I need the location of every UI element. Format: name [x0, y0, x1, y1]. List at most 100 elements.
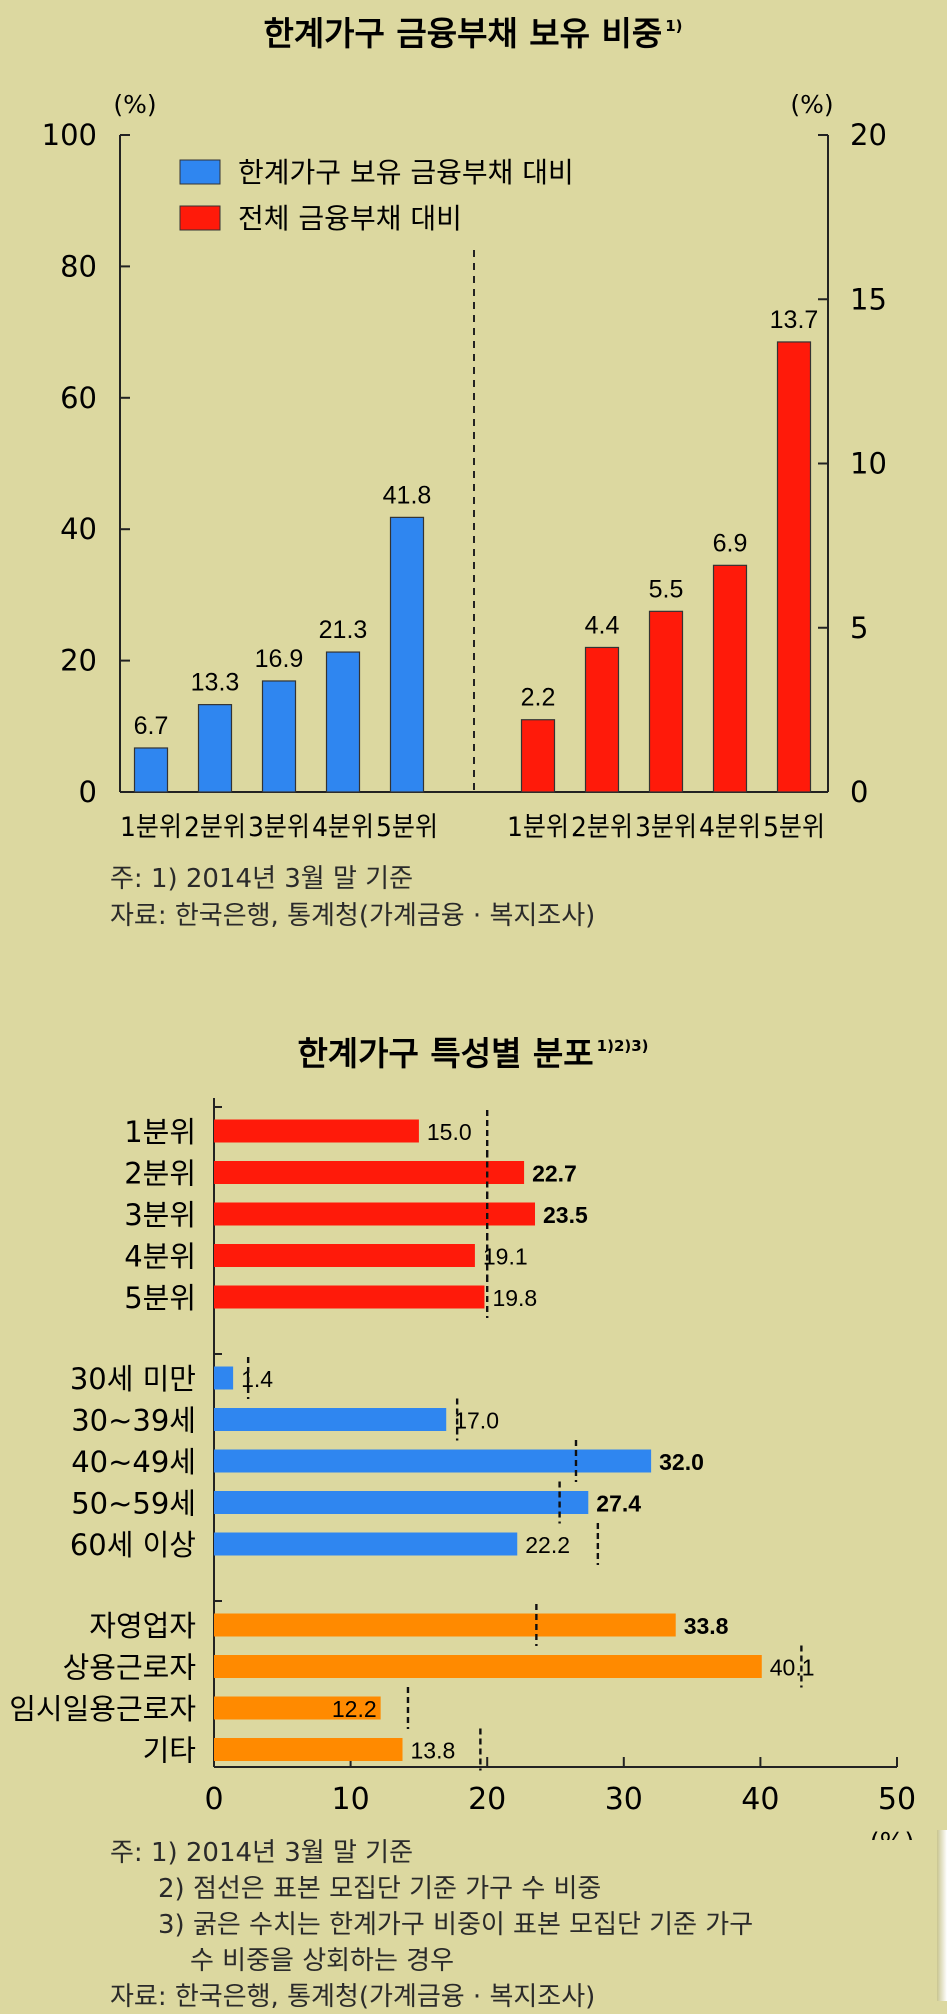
chart2-data-label: 23.5 — [543, 1202, 588, 1228]
chart2-data-label: 33.8 — [684, 1613, 729, 1639]
chart1-bar — [648, 610, 684, 793]
chart1-data-label: 13.3 — [191, 669, 240, 697]
chart1-data-label: 41.8 — [383, 481, 432, 509]
chart1-data-label: 2.2 — [521, 684, 556, 712]
chart1-bar — [584, 646, 620, 793]
chart2-category-label: 40~49세 — [71, 1445, 196, 1479]
chart1-right-tick-label: 15 — [850, 282, 887, 316]
chart1-data-label: 21.3 — [319, 616, 368, 644]
chart1-category-label: 3분위 — [635, 812, 697, 843]
chart2-data-label: 40.1 — [770, 1655, 815, 1681]
chart2-note-4: 수 비중을 상회하는 경우 — [190, 1946, 454, 1976]
chart2-data-label: 13.8 — [411, 1738, 456, 1764]
chart1-data-label: 4.4 — [585, 611, 620, 639]
chart1-left-tick-label: 0 — [79, 775, 97, 809]
chart1-data-label: 16.9 — [255, 645, 304, 673]
chart2-data-label: 22.2 — [525, 1532, 570, 1558]
chart2-data-label: 32.0 — [659, 1449, 704, 1475]
chart1-title-sup: 1) — [665, 17, 682, 35]
chart2-category-label: 30~39세 — [71, 1404, 196, 1438]
chart2-category-label: 3분위 — [124, 1198, 196, 1232]
chart2-bar — [214, 1491, 589, 1514]
chart2-bar — [214, 1449, 652, 1473]
chart2-x-tick-label: 50 — [878, 1782, 916, 1817]
chart1-right-tick-label: 5 — [850, 611, 868, 645]
chart1-bar — [325, 651, 361, 793]
chart2-category-label: 30세 미만 — [70, 1362, 196, 1396]
chart2-note-1: 주: 1) 2014년 3월 말 기준 — [110, 1838, 413, 1868]
chart2-bar — [214, 1366, 234, 1390]
chart2-category-label: 1분위 — [124, 1115, 196, 1149]
chart2-x-unit: (%) — [870, 1828, 915, 1840]
chart1-category-label: 5분위 — [763, 812, 825, 843]
chart2-bar — [214, 1696, 381, 1720]
chart2-category-label: 자영업자 — [89, 1609, 196, 1643]
chart2-title-text: 한계가구 특성별 분포 — [297, 1034, 593, 1073]
chart2-bar — [214, 1119, 419, 1143]
chart1-bar — [197, 704, 233, 793]
chart2-data-label: 27.4 — [596, 1491, 641, 1517]
chart1-data-label: 13.7 — [770, 306, 819, 334]
chart2-title-sup: 1)2)3) — [597, 1037, 649, 1055]
chart-characteristic-distribution: 한계가구 특성별 분포1)2)3) 0 10 20 30 40 50 (%) 1분위 15.0 2분… — [9, 1034, 916, 1840]
chart2-x-tick-label: 40 — [741, 1782, 779, 1817]
chart1-bar — [520, 719, 556, 793]
chart-financial-debt-share: 한계가구 금융부채 보유 비중 1) (%) (%) 0 20 40 60 80 100 0 5 10 1… — [42, 14, 887, 843]
chart2-bar — [214, 1532, 518, 1556]
chart2-x-tick-label: 30 — [605, 1782, 643, 1817]
chart1-bar — [261, 680, 297, 793]
chart1-right-unit: (%) — [790, 90, 833, 119]
chart1-title-text: 한계가구 금융부채 보유 비중 — [263, 14, 662, 53]
chart1-category-label: 2분위 — [184, 812, 246, 843]
chart1-category-label: 1분위 — [507, 812, 569, 843]
chart2-category-label: 기타 — [143, 1734, 196, 1768]
chart2-note-source: 자료: 한국은행, 통계청(가계금융 · 복지조사) — [110, 1982, 596, 2012]
chart2-bar — [214, 1202, 536, 1226]
chart2-bar — [214, 1738, 403, 1761]
chart2-data-label: 12.2 — [332, 1696, 377, 1722]
chart1-category-label: 3분위 — [248, 812, 310, 843]
chart1-title: 한계가구 금융부채 보유 비중 1) — [263, 14, 682, 53]
chart2-category-label: 60세 이상 — [70, 1528, 196, 1562]
chart2-note-3: 3) 굵은 수치는 한계가구 비중이 표본 모집단 기준 가구 — [158, 1910, 754, 1940]
chart1-bar — [389, 516, 425, 793]
chart1-data-label: 6.9 — [713, 529, 748, 557]
chart2-bar — [214, 1285, 485, 1309]
chart2-data-label: 19.1 — [483, 1244, 528, 1270]
chart1-data-label: 6.7 — [134, 712, 169, 740]
chart1-legend-swatch — [179, 159, 221, 185]
chart1-left-tick-label: 20 — [60, 644, 97, 678]
chart1-category-label: 2분위 — [571, 812, 633, 843]
chart1-left-tick-label: 100 — [42, 118, 97, 152]
chart2-data-label: 19.8 — [492, 1285, 537, 1311]
chart1-category-label: 1분위 — [120, 812, 182, 843]
chart1-bar — [776, 341, 812, 793]
chart2-category-label: 50~59세 — [71, 1487, 196, 1521]
chart2-data-label: 15.0 — [427, 1119, 472, 1145]
chart2-category-label: 2분위 — [124, 1157, 196, 1191]
chart1-left-tick-label: 80 — [60, 249, 97, 283]
chart1-data-label: 5.5 — [649, 575, 684, 603]
chart1-note-1: 주: 1) 2014년 3월 말 기준 — [110, 864, 413, 894]
chart1-note-source: 자료: 한국은행, 통계청(가계금융 · 복지조사) — [110, 901, 596, 931]
chart1-right-tick-label: 0 — [850, 775, 868, 809]
chart1-bar — [133, 747, 169, 793]
chart2-note-2: 2) 점선은 표본 모집단 기준 가구 수 비중 — [158, 1874, 602, 1904]
chart1-bar — [712, 564, 748, 793]
chart2-x-tick-label: 10 — [332, 1782, 370, 1817]
chart2-bar — [214, 1408, 447, 1431]
chart2-bar — [214, 1244, 475, 1267]
chart2-data-label: 22.7 — [532, 1161, 577, 1187]
chart1-left-unit: (%) — [113, 90, 156, 119]
chart2-x-tick-label: 0 — [204, 1782, 223, 1817]
chart1-category-label: 4분위 — [312, 812, 374, 843]
chart1-category-label: 5분위 — [376, 812, 438, 843]
chart2-bar — [214, 1613, 676, 1637]
chart2-data-label: 17.0 — [454, 1408, 499, 1434]
chart2-category-label: 4분위 — [124, 1240, 196, 1274]
chart2-x-tick-label: 20 — [468, 1782, 506, 1817]
chart2-bar — [214, 1655, 762, 1678]
chart1-legend-swatch — [179, 205, 221, 231]
chart1-left-tick-label: 60 — [60, 381, 97, 415]
